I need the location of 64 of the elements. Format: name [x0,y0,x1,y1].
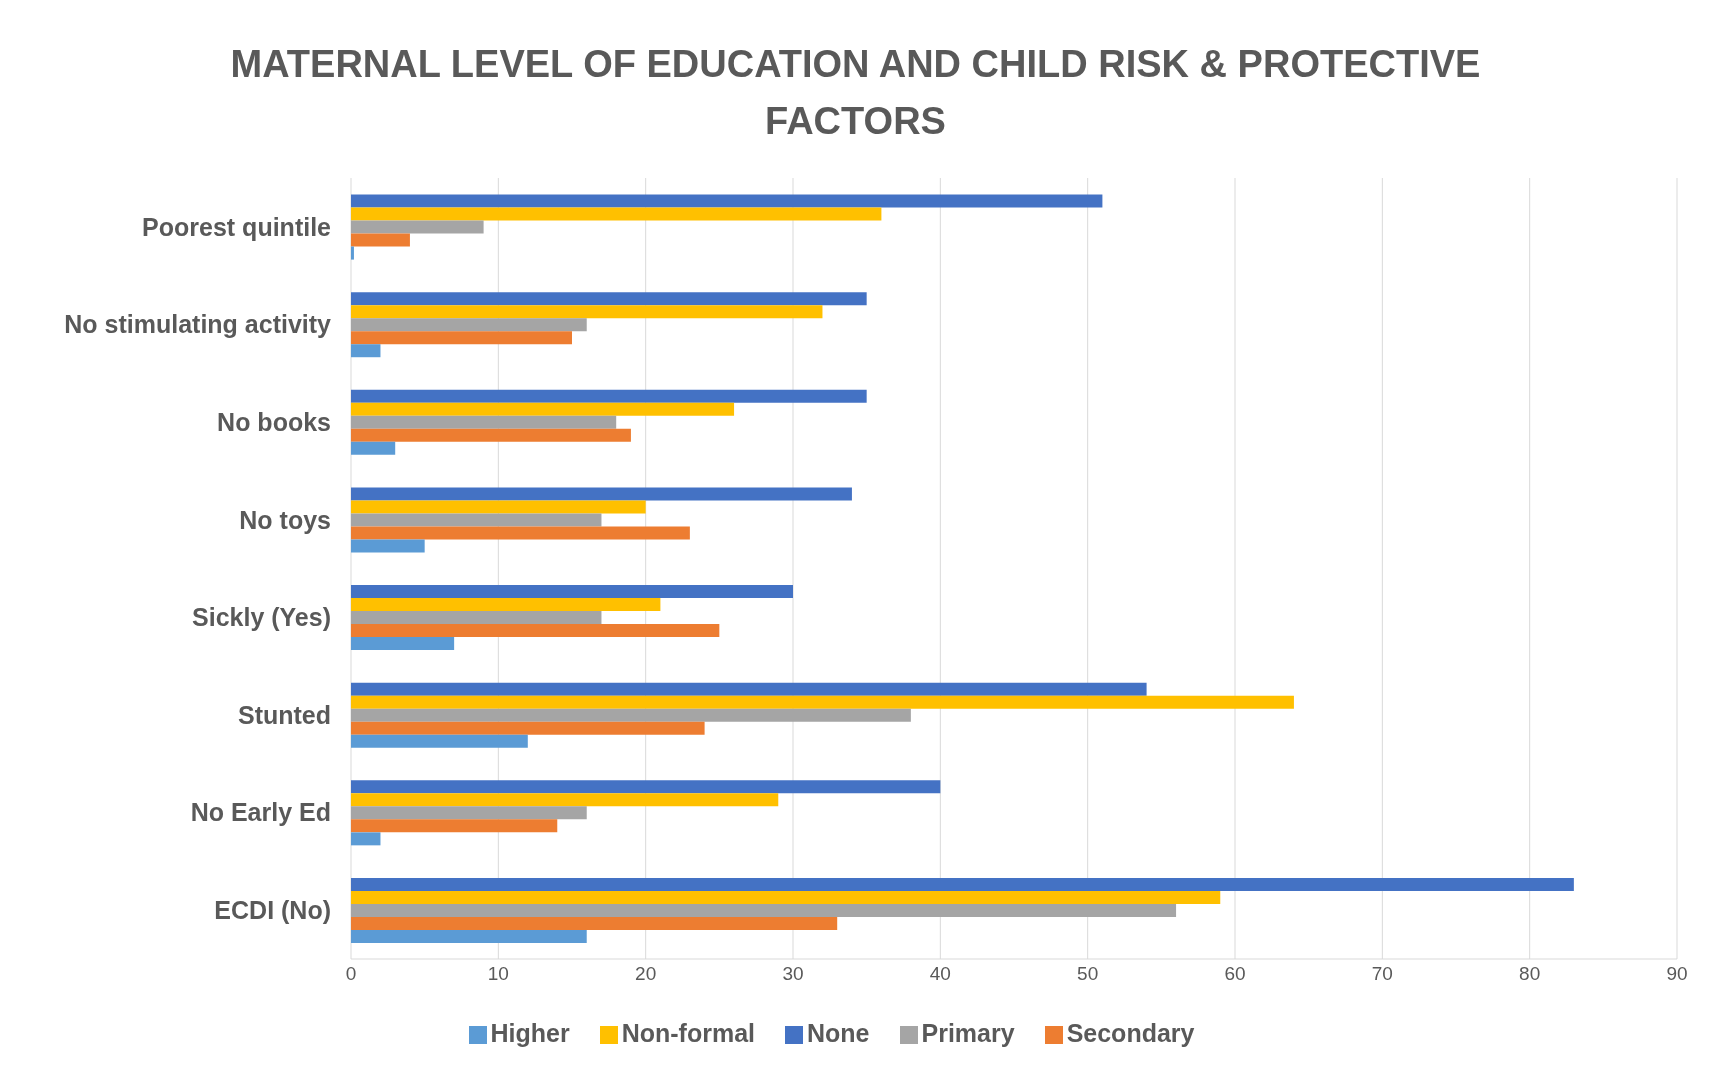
legend-label: Higher [490,1019,570,1047]
bar [351,513,602,527]
bar [351,389,867,403]
bar [351,292,867,306]
bar [351,585,793,599]
bar [351,415,617,429]
x-tick-label: 40 [929,963,951,985]
x-tick-label: 70 [1371,963,1393,985]
chart-title: MATERNAL LEVEL OF EDUCATION AND CHILD RISK & PROTECTIVE FACTORS [229,42,1482,142]
bar [351,220,484,234]
bar [351,331,572,345]
bar [351,734,528,748]
y-tick-label: No books [217,407,331,436]
x-tick-label: 60 [1224,963,1246,985]
x-tick-label: 20 [635,963,657,985]
bar [351,233,410,247]
x-tick-label: 90 [1666,963,1688,985]
bar [351,682,1147,696]
bar [351,207,882,221]
bar [351,526,690,540]
x-tick-label: 30 [782,963,804,985]
y-tick-label: No stimulating activity [64,310,332,339]
bar [351,500,646,514]
bar [351,695,1294,709]
bar [351,194,1103,208]
x-tick-label: 80 [1519,963,1541,985]
bar [351,402,735,416]
bar [351,611,602,625]
bar [351,598,661,612]
y-tick-label: No Early Ed [190,798,331,827]
bar [351,890,1221,904]
bar [351,903,1177,917]
bar [351,344,381,358]
bar [351,487,852,501]
bar [351,806,587,820]
bar [351,929,587,943]
bar [351,441,396,455]
bar [351,780,941,794]
bar [351,428,631,442]
legend-label: Non-formal [621,1019,756,1047]
y-tick-label: Poorest quintile [142,212,332,241]
y-tick-label: Stunted [237,700,331,729]
y-tick-label: No toys [239,505,331,534]
y-tick-label: ECDI (No) [214,896,331,925]
bar [351,637,455,651]
bar [351,877,1574,891]
bar [351,721,705,735]
bar [351,832,381,846]
bar [351,916,838,930]
legend-label: None [807,1019,870,1047]
x-tick-label: 50 [1077,963,1099,985]
bar [351,539,425,553]
y-tick-label: Sickly (Yes) [192,603,331,632]
legend-label: Secondary [1066,1019,1195,1047]
x-tick-label: 0 [345,963,357,985]
legend-label: Primary [921,1019,1015,1047]
bar [351,318,587,332]
bar [351,246,354,260]
bar [351,819,558,833]
bar [351,793,779,807]
bar [351,624,720,638]
bar [351,708,911,722]
bar [351,305,823,319]
x-tick-label: 10 [487,963,509,985]
